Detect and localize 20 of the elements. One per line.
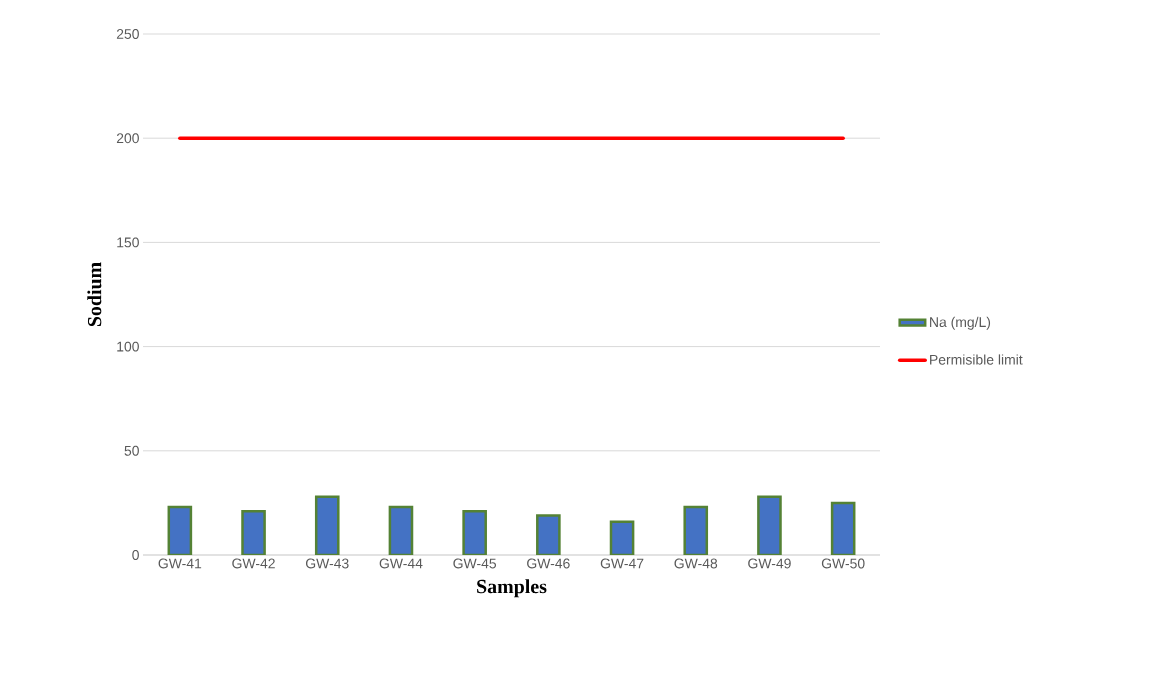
x-tick-label: GW-44 xyxy=(379,558,423,569)
y-axis-title: Sodium xyxy=(87,262,102,327)
x-tick-label: GW-49 xyxy=(748,558,791,569)
x-tick-label: GW-45 xyxy=(453,558,497,569)
y-tick-label: 50 xyxy=(124,445,139,456)
x-tick-label: GW-43 xyxy=(305,558,349,569)
x-tick-label: GW-47 xyxy=(600,558,644,569)
y-tick-label: 150 xyxy=(117,237,139,248)
y-tick-label: 100 xyxy=(117,341,139,352)
y-tick-label: 250 xyxy=(116,29,139,39)
legend-label: Na (mg/L) xyxy=(930,316,991,330)
x-tick-label: GW-42 xyxy=(232,558,275,569)
x-tick-label: GW-50 xyxy=(821,558,865,569)
legend-label: Permisible limit xyxy=(930,354,1023,365)
y-tick-label: 0 xyxy=(132,550,139,560)
x-tick-label: GW-48 xyxy=(674,558,718,569)
y-tick-label: 200 xyxy=(116,133,139,144)
x-tick-label: GW-46 xyxy=(527,558,570,569)
x-tick-label: GW-41 xyxy=(158,558,202,569)
x-axis-title: Samples xyxy=(477,579,547,598)
